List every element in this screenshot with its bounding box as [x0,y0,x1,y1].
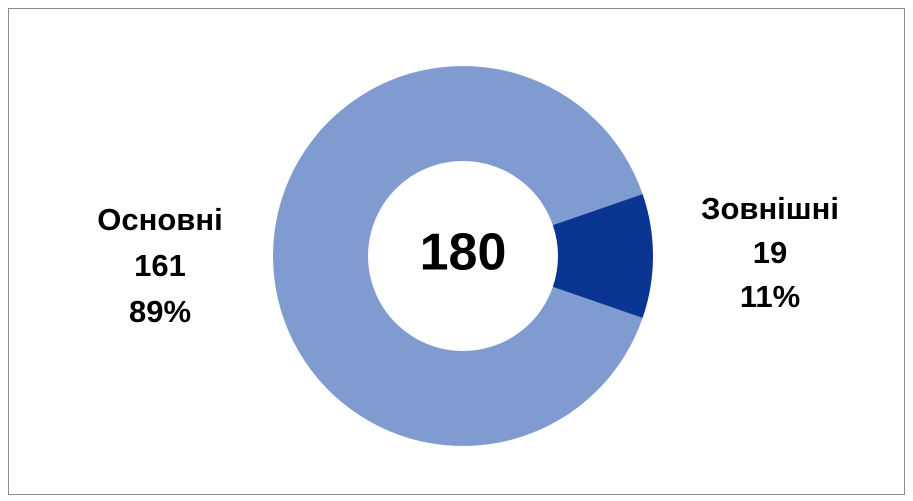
donut-slice [273,66,643,447]
value-label: 161 [134,248,186,283]
percentage-label: 11% [740,279,800,314]
value-label: 19 [753,235,787,270]
donut-slice [552,194,654,318]
percentage-label: 89% [129,294,191,329]
category-label: Основні [97,202,222,237]
slices [273,66,654,447]
category-label: Зовнішні [701,191,839,226]
center-total: 180 [420,224,507,282]
